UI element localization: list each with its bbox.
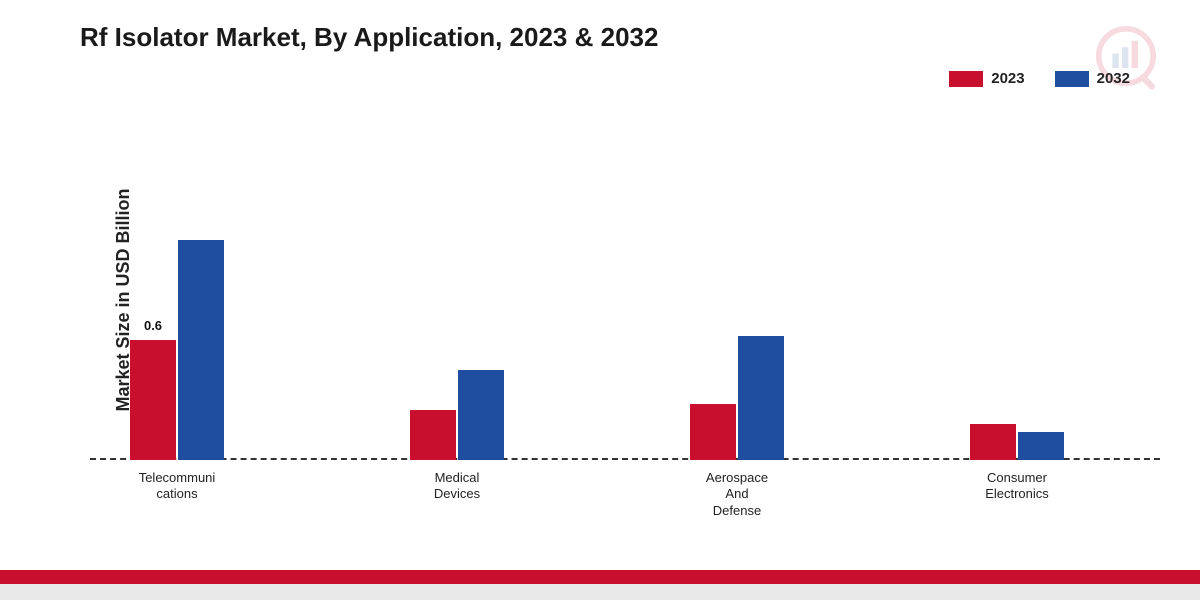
chart-plot-area: 0.6 Telecommuni cations Medical Devices … bbox=[90, 120, 1160, 460]
legend-item-2032: 2032 bbox=[1055, 70, 1130, 87]
bar-group-medical-devices: Medical Devices bbox=[410, 370, 504, 460]
bar-2023-medical-devices bbox=[410, 410, 456, 460]
legend-swatch-2032 bbox=[1055, 71, 1089, 87]
legend-label-2032: 2032 bbox=[1097, 70, 1130, 87]
legend-item-2023: 2023 bbox=[949, 70, 1024, 87]
footer-base-bar bbox=[0, 584, 1200, 600]
legend-swatch-2023 bbox=[949, 71, 983, 87]
category-label-telecommunications: Telecommuni cations bbox=[117, 470, 237, 503]
bar-value-label: 0.6 bbox=[144, 318, 162, 333]
chart-title: Rf Isolator Market, By Application, 2023… bbox=[80, 22, 658, 53]
brand-logo bbox=[1090, 20, 1170, 100]
bar-2032-consumer-electronics bbox=[1018, 432, 1064, 460]
category-label-aerospace-defense: Aerospace And Defense bbox=[677, 470, 797, 519]
legend-label-2023: 2023 bbox=[991, 70, 1024, 87]
bar-2023-aerospace-defense bbox=[690, 404, 736, 460]
footer-accent-bar bbox=[0, 570, 1200, 584]
bar-group-telecommunications: 0.6 Telecommuni cations bbox=[130, 240, 224, 460]
bar-2023-consumer-electronics bbox=[970, 424, 1016, 460]
bar-2032-telecommunications bbox=[178, 240, 224, 460]
category-label-medical-devices: Medical Devices bbox=[397, 470, 517, 503]
bar-group-aerospace-defense: Aerospace And Defense bbox=[690, 336, 784, 460]
bar-2032-medical-devices bbox=[458, 370, 504, 460]
bar-group-consumer-electronics: Consumer Electronics bbox=[970, 424, 1064, 460]
category-label-consumer-electronics: Consumer Electronics bbox=[957, 470, 1077, 503]
bar-2023-telecommunications: 0.6 bbox=[130, 340, 176, 460]
bar-2032-aerospace-defense bbox=[738, 336, 784, 460]
legend: 2023 2032 bbox=[949, 70, 1130, 87]
